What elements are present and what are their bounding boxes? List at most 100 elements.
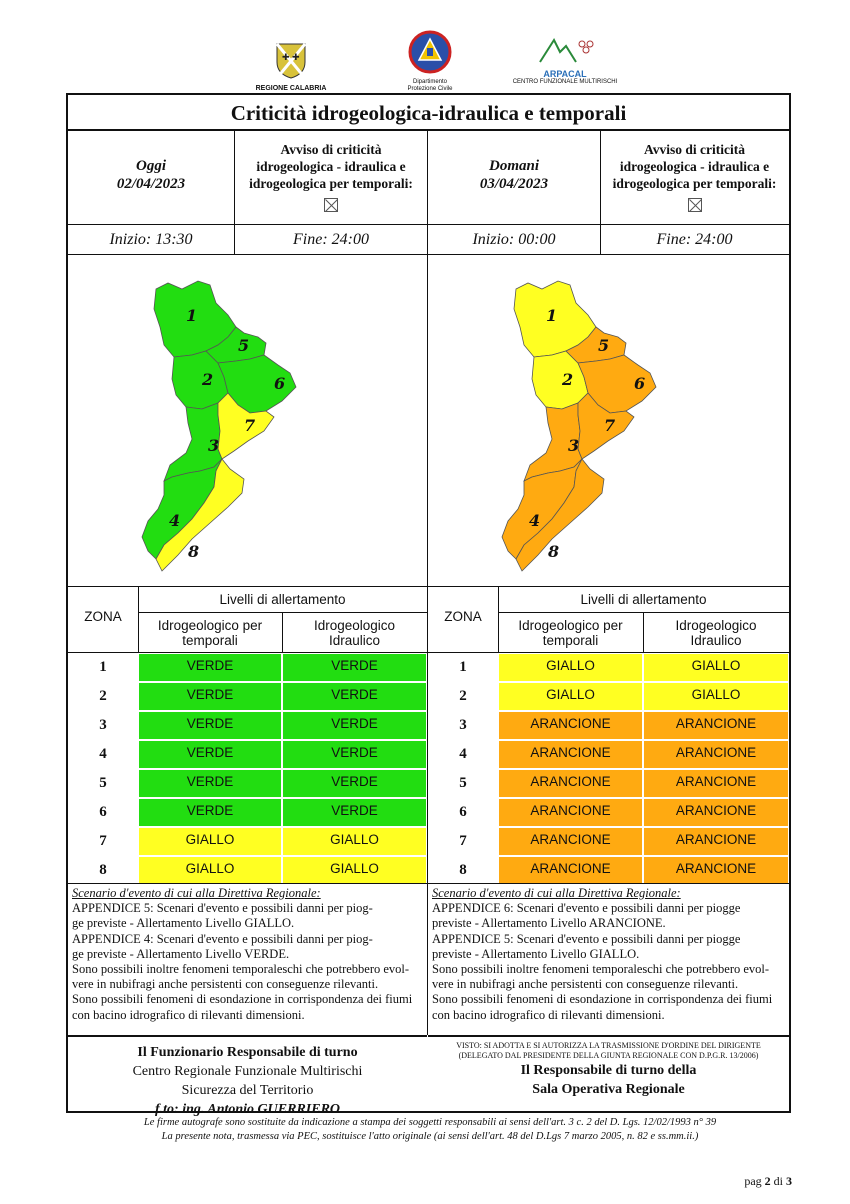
signature-left: Il Funzionario Responsabile di turno Cen… bbox=[68, 1035, 427, 1117]
scenario-line: Sono possibili fenomeni di esondazione i… bbox=[72, 992, 413, 1007]
scenario-line: previste - Allertamento Livello GIALLO. bbox=[432, 946, 640, 961]
bulletin-title: Criticità idrogeologica-idraulica e temp… bbox=[68, 95, 789, 131]
protezione-civile-icon bbox=[408, 30, 452, 74]
col-idro-idraulico-header: Idrogeologico Idraulico bbox=[282, 618, 427, 648]
scenario-line: Sono possibili fenomeni di esondazione i… bbox=[432, 992, 773, 1007]
level-cell-temporali: VERDE bbox=[138, 740, 282, 769]
level-cell-temporali: ARANCIONE bbox=[498, 827, 643, 856]
regione-calabria-logo: ✚ ✚ REGIONE CALABRIA bbox=[250, 40, 332, 93]
logo-pc-line2: Protezione Civile bbox=[407, 86, 453, 92]
levels-table-today: ZONA Livelli di allertamento Idrogeologico… bbox=[68, 587, 427, 885]
left-avviso-line: idrogeologica - idraulica e bbox=[256, 159, 406, 174]
level-cell-idraulico: ARANCIONE bbox=[643, 711, 789, 740]
level-cell-idraulico: ARANCIONE bbox=[643, 827, 789, 856]
left-avviso-line: idrogeologica per temporali: bbox=[249, 176, 413, 191]
level-cell-idraulico: GIALLO bbox=[282, 827, 427, 856]
level-cell-idraulico: VERDE bbox=[282, 740, 427, 769]
map-zone-label: 4 bbox=[169, 511, 180, 530]
header-line: temporali bbox=[182, 633, 238, 648]
left-end-time: Fine: 24:00 bbox=[293, 231, 369, 248]
logo-arpacal-sub: CENTRO FUNZIONALE MULTIRISCHI bbox=[512, 79, 618, 85]
scenario-line: APPENDICE 5: Scenari d'evento e possibil… bbox=[432, 931, 741, 946]
map-zone-label: 7 bbox=[244, 416, 255, 435]
level-cell-idraulico: GIALLO bbox=[643, 682, 789, 711]
table-divider bbox=[138, 612, 427, 613]
header-logos: ✚ ✚ REGIONE CALABRIA Dipartimento Protez… bbox=[0, 30, 850, 92]
map-zone-label: 3 bbox=[208, 436, 219, 455]
map-zone-label: 8 bbox=[187, 542, 199, 561]
arpacal-mountain-icon bbox=[539, 37, 594, 63]
level-cell-temporali: GIALLO bbox=[498, 682, 643, 711]
right-avviso-line: idrogeologica - idraulica e bbox=[619, 159, 770, 174]
level-cell-idraulico: VERDE bbox=[282, 682, 427, 711]
left-avviso-checkbox-icon bbox=[324, 198, 338, 212]
map-zone-label: 4 bbox=[529, 511, 540, 530]
level-cell-temporali: VERDE bbox=[138, 653, 282, 682]
header-line: Idrogeologico per bbox=[518, 618, 623, 633]
svg-text:✚: ✚ bbox=[282, 52, 290, 62]
map-zone-label: 3 bbox=[568, 436, 579, 455]
map-zone-label: 5 bbox=[238, 336, 249, 355]
level-cell-temporali: VERDE bbox=[138, 769, 282, 798]
level-cell-idraulico: VERDE bbox=[282, 653, 427, 682]
col-idro-idraulico-header: Idrogeologico Idraulico bbox=[643, 618, 789, 648]
level-cell-idraulico: GIALLO bbox=[643, 653, 789, 682]
level-cell-temporali: VERDE bbox=[138, 682, 282, 711]
left-date: 02/04/2023 bbox=[116, 176, 186, 192]
level-cell-idraulico: ARANCIONE bbox=[643, 798, 789, 827]
arpacal-logo: ARPACAL CENTRO FUNZIONALE MULTIRISCHI bbox=[510, 36, 620, 86]
col-idro-temporali-header: Idrogeologico per temporali bbox=[498, 618, 643, 648]
scenario-line: APPENDICE 4: Scenari d'evento e possibil… bbox=[72, 931, 373, 946]
map-zone-label: 2 bbox=[561, 370, 573, 389]
level-cell-temporali: GIALLO bbox=[498, 653, 643, 682]
table-divider bbox=[138, 587, 139, 653]
right-avviso-cell: Avviso di criticità idrogeologica - idra… bbox=[600, 131, 789, 225]
scenario-line: APPENDICE 6: Scenari d'evento e possibil… bbox=[432, 901, 741, 916]
header-line: temporali bbox=[542, 633, 599, 648]
zone-number: 1 bbox=[99, 659, 107, 675]
scenario-line: ge previste - Allertamento Livello VERDE… bbox=[72, 946, 290, 961]
right-date: 03/04/2023 bbox=[479, 176, 549, 192]
level-cell-temporali: ARANCIONE bbox=[498, 856, 643, 885]
info-row: Oggi 02/04/2023 Avviso di criticità idro… bbox=[68, 131, 789, 225]
header-line: Idraulico bbox=[690, 633, 742, 648]
map-zone-label: 7 bbox=[604, 416, 615, 435]
map-today: 1 2 3 4 5 6 7 8 bbox=[141, 280, 297, 572]
maps-row: 1 2 3 4 5 6 7 8 1 2 3 4 5 6 7 8 bbox=[68, 255, 789, 587]
left-day-cell: Oggi 02/04/2023 bbox=[68, 131, 234, 225]
zona-header: ZONA bbox=[84, 609, 122, 624]
level-cell-idraulico: VERDE bbox=[282, 711, 427, 740]
map-tomorrow: 1 2 3 4 5 6 7 8 bbox=[501, 280, 657, 572]
time-row: Inizio: 13:30 Fine: 24:00 Inizio: 00:00 … bbox=[68, 225, 789, 255]
scenario-line: Sono possibili inoltre fenomeni temporal… bbox=[432, 962, 770, 977]
scenario-line: previste - Allertamento Livello ARANCION… bbox=[432, 916, 666, 931]
zona-header: ZONA bbox=[444, 609, 482, 624]
page-prefix: pag bbox=[744, 1174, 762, 1188]
right-end-time: Fine: 24:00 bbox=[656, 231, 733, 248]
zone-number: 8 bbox=[99, 862, 107, 878]
table-divider bbox=[282, 613, 283, 653]
left-avviso-line: Avviso di criticità bbox=[280, 142, 382, 157]
header-line: Idrogeologico bbox=[675, 618, 757, 633]
level-cell-idraulico: VERDE bbox=[282, 769, 427, 798]
left-start-time: Inizio: 13:30 bbox=[109, 231, 193, 248]
col-idro-temporali-header: Idrogeologico per temporali bbox=[138, 618, 282, 648]
map-zone-label: 2 bbox=[201, 370, 213, 389]
level-cell-temporali: GIALLO bbox=[138, 827, 282, 856]
protezione-civile-logo: Dipartimento Protezione Civile bbox=[365, 30, 495, 93]
level-cell-idraulico: GIALLO bbox=[282, 856, 427, 885]
scenario-heading: Scenario d'evento di cui alla Direttiva … bbox=[432, 886, 681, 900]
table-divider bbox=[68, 652, 427, 653]
scenario-line: APPENDICE 5: Scenari d'evento e possibil… bbox=[72, 901, 373, 916]
logo-calabria-text: REGIONE CALABRIA bbox=[255, 85, 327, 92]
zone-number: 1 bbox=[459, 659, 467, 675]
signature-center: Centro Regionale Funzionale Multirischi bbox=[132, 1064, 363, 1079]
map-zone-label: 6 bbox=[634, 374, 645, 393]
left-day-label: Oggi bbox=[136, 158, 166, 174]
signature-visto: VISTO: SI ADOTTA E SI AUTORIZZA LA TRASM… bbox=[456, 1041, 761, 1050]
header-line: Idrogeologico per bbox=[157, 618, 263, 633]
map-zone-label: 1 bbox=[186, 306, 197, 325]
level-cell-idraulico: ARANCIONE bbox=[643, 769, 789, 798]
logo-arpacal-name: ARPACAL bbox=[543, 69, 587, 79]
signature-name: f.to: ing. Antonio GUERRIERO bbox=[154, 1102, 341, 1117]
